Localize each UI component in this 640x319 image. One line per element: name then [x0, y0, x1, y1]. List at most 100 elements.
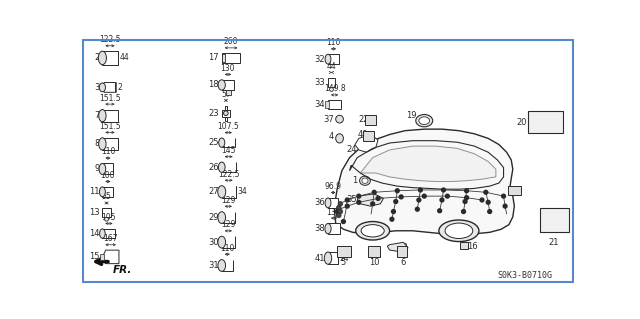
- Polygon shape: [102, 250, 119, 263]
- Polygon shape: [387, 242, 408, 252]
- Text: 110: 110: [220, 244, 234, 253]
- Text: 38: 38: [314, 224, 325, 233]
- Bar: [102, 229, 115, 238]
- Bar: [102, 138, 118, 150]
- Text: 37: 37: [323, 115, 334, 124]
- Ellipse shape: [99, 51, 106, 65]
- Text: 100: 100: [100, 171, 115, 180]
- Bar: [225, 106, 227, 121]
- Text: 151.5: 151.5: [99, 93, 121, 103]
- Ellipse shape: [394, 200, 397, 204]
- Ellipse shape: [218, 212, 225, 224]
- Text: S0K3-B0710G: S0K3-B0710G: [497, 271, 552, 280]
- Ellipse shape: [325, 54, 331, 64]
- Polygon shape: [355, 135, 378, 152]
- Bar: [337, 246, 351, 257]
- Text: 2: 2: [118, 83, 122, 92]
- Bar: [328, 224, 340, 234]
- Bar: [328, 100, 341, 109]
- Ellipse shape: [336, 134, 344, 143]
- Ellipse shape: [361, 225, 384, 237]
- Ellipse shape: [100, 229, 105, 238]
- Ellipse shape: [416, 115, 433, 127]
- Polygon shape: [360, 146, 496, 182]
- Text: 110: 110: [326, 38, 340, 47]
- Ellipse shape: [337, 205, 341, 210]
- Ellipse shape: [337, 213, 341, 218]
- Ellipse shape: [346, 198, 349, 202]
- Bar: [102, 208, 111, 217]
- Text: 28: 28: [397, 243, 408, 252]
- Text: 3: 3: [94, 83, 99, 92]
- Ellipse shape: [445, 194, 449, 198]
- Text: 107.5: 107.5: [218, 122, 239, 131]
- Text: 6: 6: [401, 258, 406, 267]
- Text: 24: 24: [340, 254, 349, 263]
- Ellipse shape: [484, 190, 488, 194]
- Ellipse shape: [99, 187, 106, 197]
- Ellipse shape: [342, 219, 346, 224]
- Ellipse shape: [338, 202, 342, 206]
- Text: 167: 167: [104, 234, 118, 243]
- Ellipse shape: [399, 195, 403, 199]
- Text: 13: 13: [89, 208, 99, 217]
- Ellipse shape: [338, 209, 342, 214]
- Bar: [397, 246, 406, 257]
- Text: 40: 40: [357, 130, 368, 139]
- Bar: [102, 187, 113, 197]
- Text: 25: 25: [208, 138, 219, 147]
- Ellipse shape: [419, 188, 422, 192]
- Polygon shape: [334, 129, 515, 235]
- Text: 57: 57: [221, 90, 231, 99]
- Text: 36: 36: [314, 198, 325, 207]
- Bar: [221, 53, 241, 63]
- Text: 129: 129: [221, 196, 236, 205]
- Text: 8: 8: [94, 139, 99, 148]
- Text: 145: 145: [221, 146, 236, 155]
- Ellipse shape: [392, 210, 396, 213]
- Text: 34: 34: [314, 100, 325, 109]
- Ellipse shape: [488, 210, 492, 213]
- Ellipse shape: [503, 204, 507, 208]
- Text: 2: 2: [94, 53, 99, 63]
- Text: 35: 35: [347, 196, 357, 204]
- Ellipse shape: [99, 109, 106, 122]
- Ellipse shape: [218, 236, 225, 248]
- Text: 7: 7: [94, 111, 99, 120]
- Text: 129: 129: [221, 220, 236, 229]
- Ellipse shape: [325, 198, 331, 208]
- Ellipse shape: [324, 252, 332, 264]
- Text: 1: 1: [352, 176, 357, 185]
- Text: 5: 5: [340, 258, 346, 267]
- Bar: [328, 252, 338, 264]
- Text: 16: 16: [467, 242, 477, 251]
- Text: 18: 18: [208, 80, 219, 89]
- Bar: [328, 78, 335, 87]
- Bar: [100, 254, 104, 260]
- Text: 130: 130: [221, 64, 235, 73]
- Text: 10: 10: [369, 258, 380, 267]
- Ellipse shape: [465, 196, 468, 200]
- Ellipse shape: [463, 200, 467, 204]
- Bar: [325, 101, 329, 108]
- Text: 105: 105: [102, 213, 116, 222]
- Bar: [508, 186, 520, 195]
- Bar: [102, 51, 118, 65]
- Bar: [221, 54, 225, 62]
- Polygon shape: [357, 194, 383, 206]
- Ellipse shape: [330, 87, 333, 92]
- Ellipse shape: [360, 176, 371, 185]
- Text: 122.5: 122.5: [218, 170, 239, 179]
- Text: 110: 110: [100, 147, 115, 157]
- Text: 260: 260: [224, 37, 238, 46]
- Ellipse shape: [445, 223, 473, 239]
- Bar: [328, 198, 339, 208]
- Text: 11: 11: [89, 187, 99, 196]
- Ellipse shape: [218, 80, 225, 90]
- Ellipse shape: [422, 194, 426, 198]
- Text: 96.9: 96.9: [324, 182, 342, 191]
- Text: 34: 34: [238, 187, 248, 196]
- Text: 4: 4: [329, 132, 334, 141]
- Text: 17: 17: [208, 53, 219, 63]
- Text: 19: 19: [406, 111, 417, 120]
